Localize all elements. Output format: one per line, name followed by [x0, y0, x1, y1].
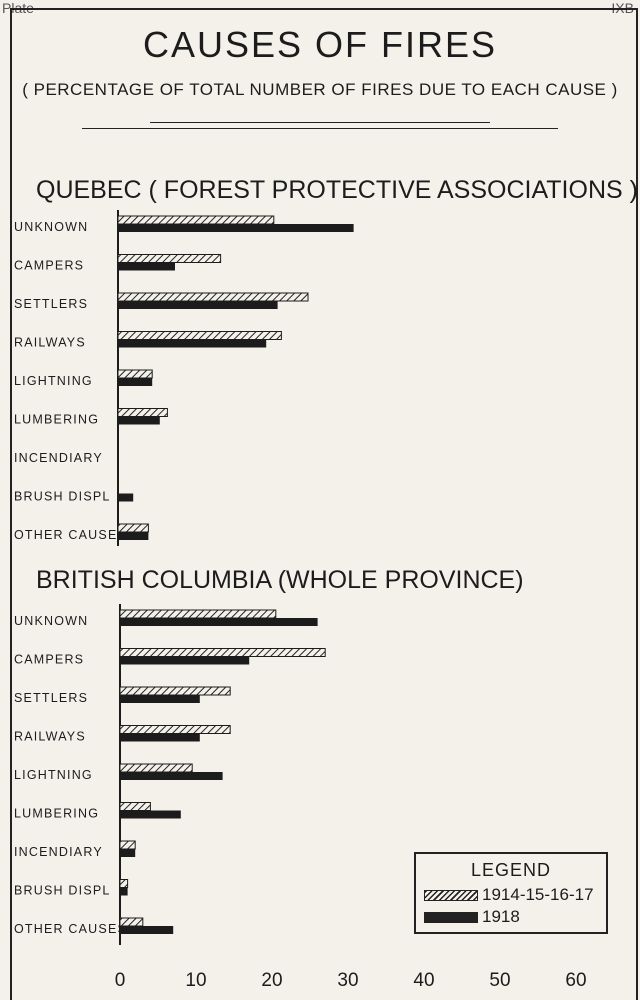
category-label: CAMPERS	[14, 259, 84, 273]
bar-hatched	[119, 802, 151, 811]
bar-solid	[120, 887, 128, 896]
legend: LEGEND 1914-15-16-17 1918	[414, 852, 608, 934]
bar-hatched	[119, 648, 326, 657]
bar-solid	[118, 262, 175, 271]
bar-hatched	[117, 215, 275, 225]
category-label: RAILWAYS	[14, 336, 86, 350]
category-label: UNKNOWN	[14, 614, 88, 628]
bar-hatched	[119, 840, 136, 850]
bar-hatched	[117, 523, 149, 533]
bar-hatched	[119, 686, 231, 696]
bar-solid	[120, 926, 174, 934]
bar-solid	[120, 618, 318, 626]
bar-hatched	[117, 408, 168, 417]
hatched-swatch	[424, 889, 478, 901]
x-tick-label: 60	[565, 970, 586, 991]
bar-solid	[118, 339, 267, 348]
x-tick-label: 0	[115, 970, 126, 991]
legend-title: LEGEND	[470, 860, 552, 880]
x-tick-label: 40	[413, 970, 434, 991]
bar-hatched	[117, 254, 222, 263]
category-label: LUMBERING	[14, 413, 99, 427]
bar-solid	[120, 733, 200, 742]
bar-solid	[118, 378, 153, 386]
bar-hatched	[117, 292, 309, 302]
x-tick-label: 20	[261, 970, 282, 991]
chart-frame	[10, 8, 638, 1000]
chart-subtitle: ( PERCENTAGE OF TOTAL NUMBER OF FIRES DU…	[22, 80, 618, 99]
solid-swatch	[424, 911, 478, 923]
x-tick-label: 10	[185, 970, 206, 991]
category-label: BRUSH DISPL	[14, 490, 111, 504]
legend-item-solid: 1918	[424, 906, 520, 928]
section-title: BRITISH COLUMBIA (WHOLE PROVINCE)	[36, 566, 524, 594]
category-label: BRUSH DISPL	[14, 884, 111, 898]
bar-solid	[120, 656, 250, 665]
category-label: LUMBERING	[14, 807, 99, 821]
bar-hatched	[119, 879, 129, 888]
bar-solid	[120, 810, 181, 819]
category-label: OTHER CAUSES	[14, 922, 127, 936]
x-tick-label: 30	[337, 970, 358, 991]
bar-solid	[118, 416, 160, 425]
category-label: INCENDIARY	[14, 451, 103, 465]
category-label: RAILWAYS	[14, 730, 86, 744]
bar-hatched	[117, 331, 282, 340]
bar-hatched	[119, 725, 231, 734]
legend-item-hatched: 1914-15-16-17	[424, 884, 594, 906]
category-label: CAMPERS	[14, 653, 84, 667]
category-label: SETTLERS	[14, 297, 88, 311]
chart-title: CAUSES OF FIRES	[142, 24, 498, 65]
bar-hatched	[119, 917, 144, 927]
category-label: SETTLERS	[14, 691, 88, 705]
bar-solid	[120, 772, 223, 780]
title-rule	[82, 128, 558, 129]
bar-solid	[118, 493, 134, 502]
category-label: LIGHTNING	[14, 374, 93, 388]
category-label: LIGHTNING	[14, 768, 93, 782]
category-label: INCENDIARY	[14, 845, 103, 859]
category-label: UNKNOWN	[14, 220, 88, 234]
bar-solid	[120, 849, 136, 857]
bar-solid	[120, 695, 200, 703]
title-rule-short	[150, 122, 490, 123]
bar-hatched	[117, 369, 153, 379]
bar-hatched	[119, 763, 193, 773]
category-label: OTHER CAUSES	[14, 528, 127, 542]
legend-label: 1918	[482, 907, 520, 926]
x-tick-label: 50	[489, 970, 510, 991]
legend-label: 1914-15-16-17	[482, 885, 594, 904]
section-title: QUEBEC ( FOREST PROTECTIVE ASSOCIATIONS …	[36, 176, 638, 204]
bar-solid	[118, 224, 354, 232]
bar-solid	[118, 532, 149, 540]
bar-hatched	[119, 609, 277, 619]
bar-solid	[118, 301, 278, 309]
